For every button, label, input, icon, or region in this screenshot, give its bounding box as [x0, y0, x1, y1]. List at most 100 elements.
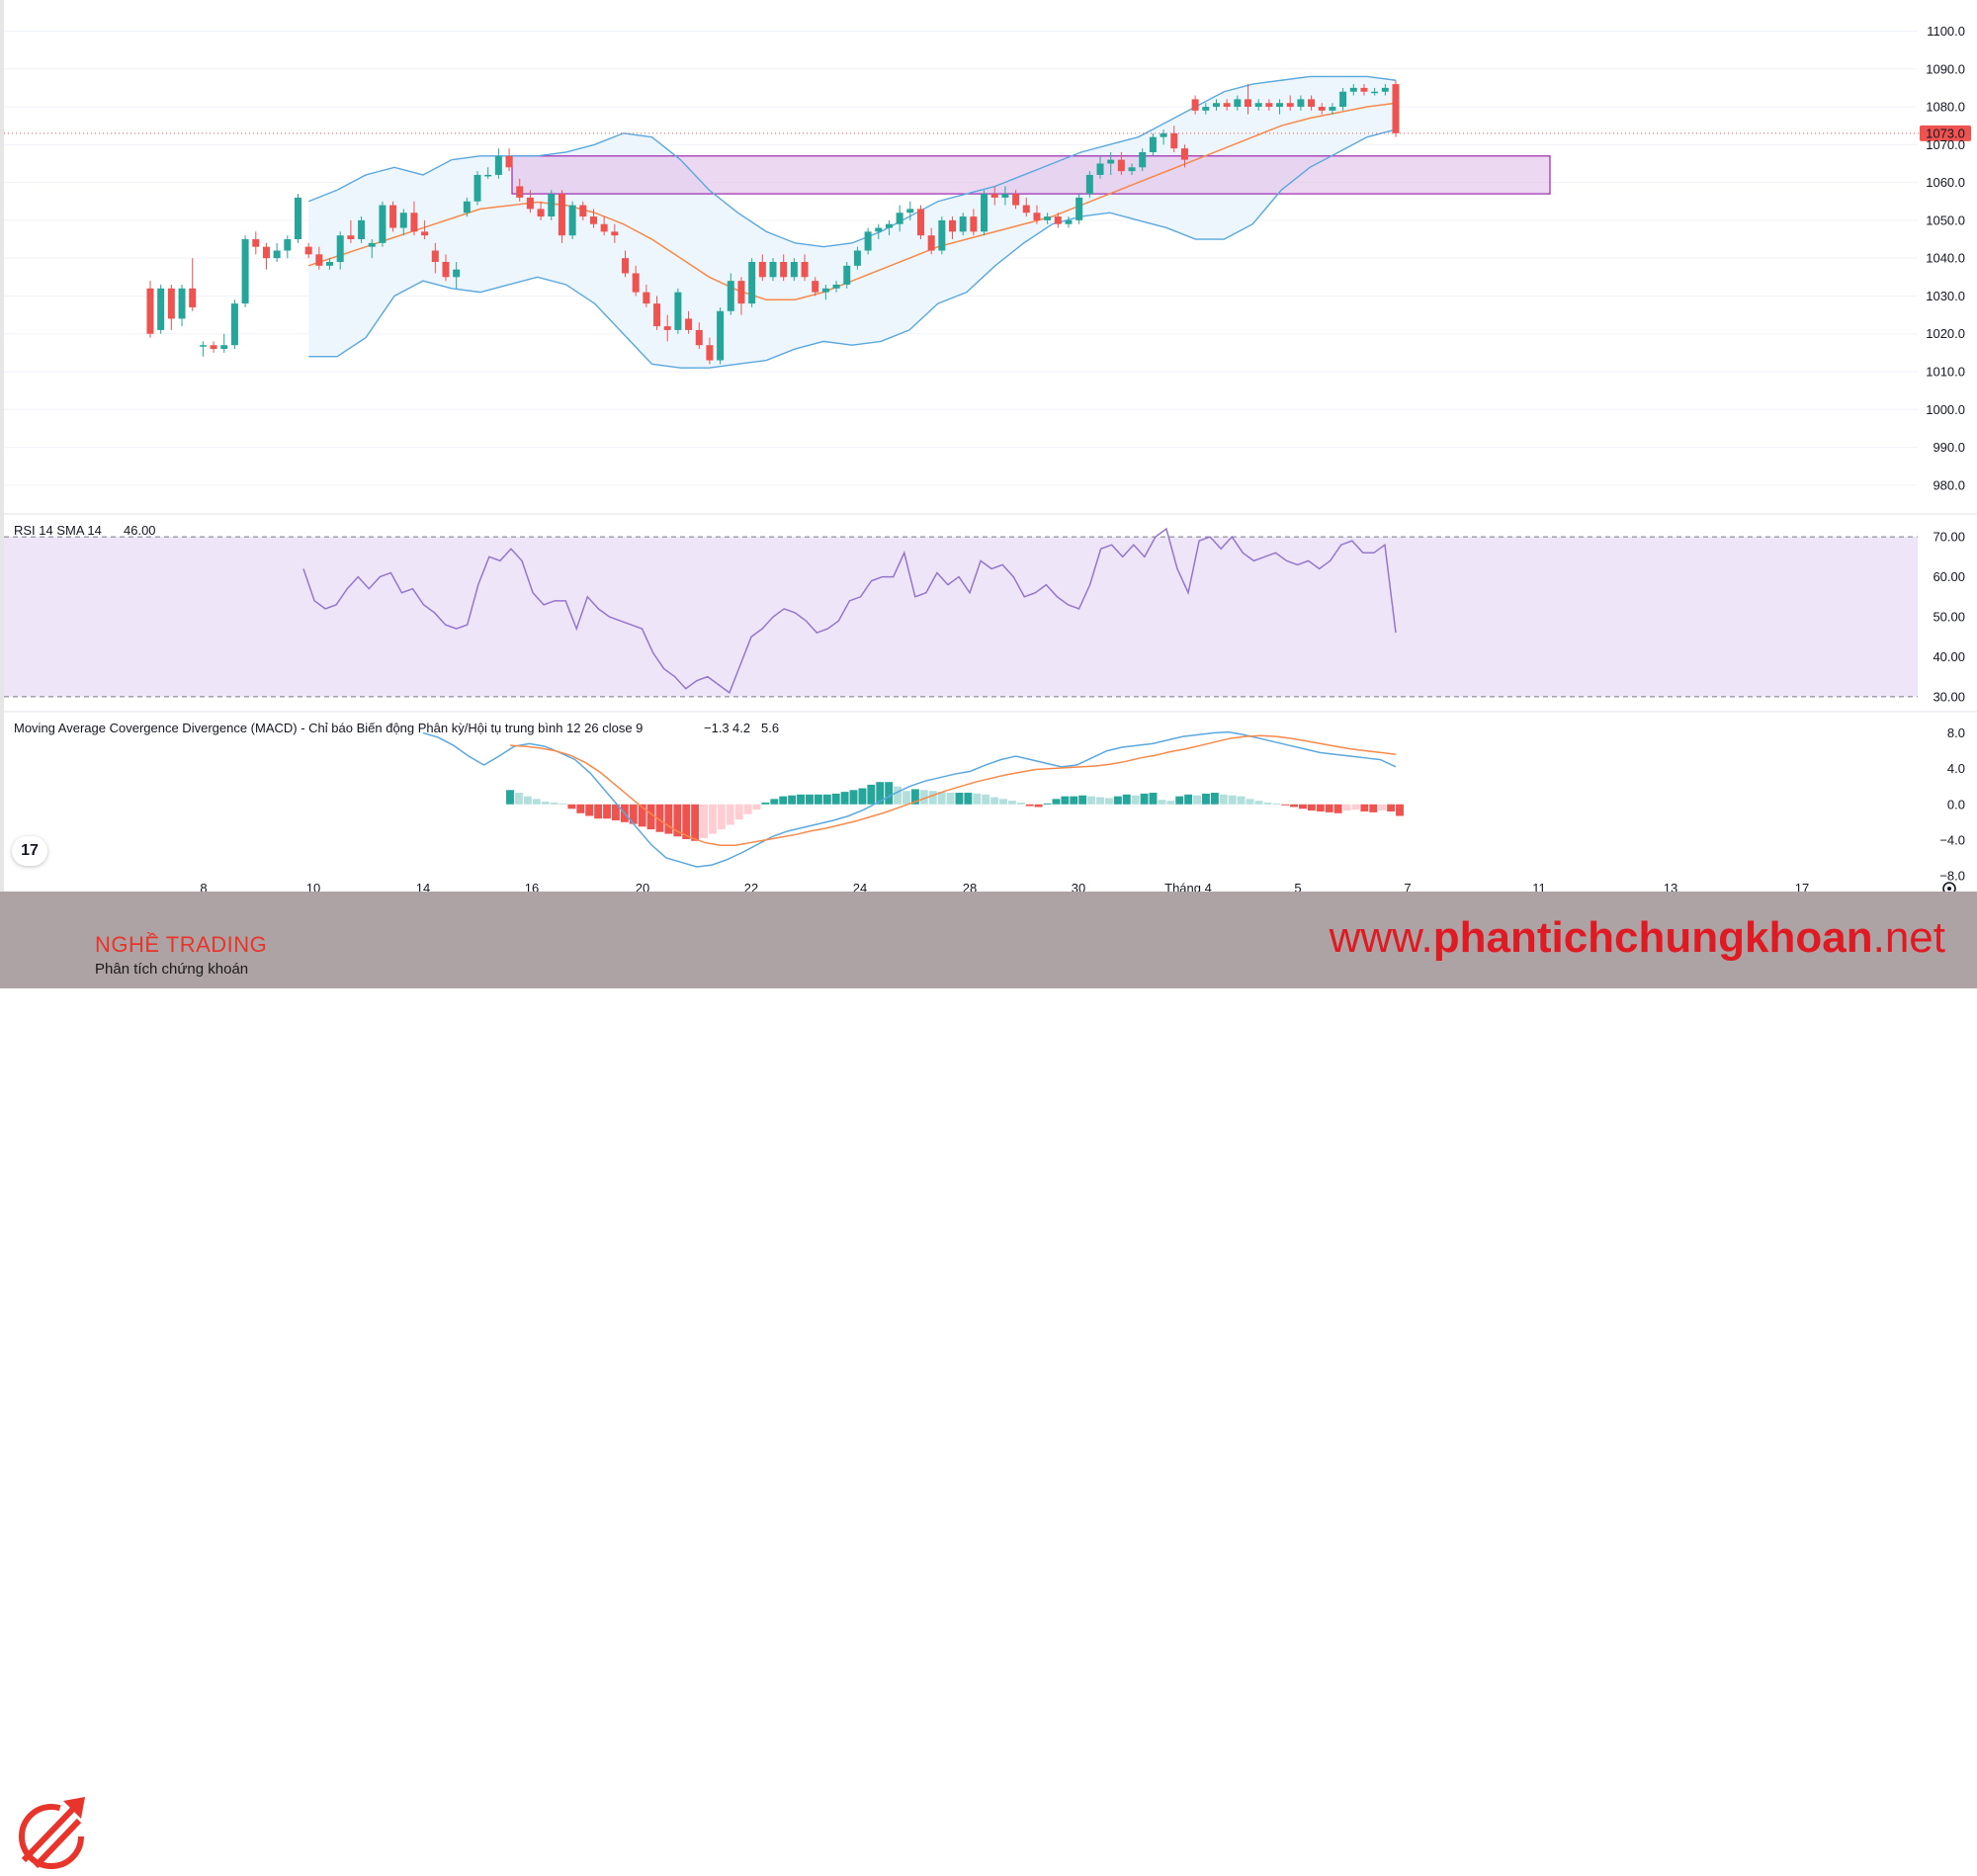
rsi-axis-label: 70.00: [1933, 530, 1965, 545]
macd-histogram-bar: [559, 803, 567, 805]
macd-histogram-bar: [673, 804, 682, 837]
candle-body: [1349, 87, 1357, 92]
candle-body: [832, 284, 840, 289]
macd-histogram-bar: [1246, 799, 1254, 805]
candle-body: [1160, 132, 1167, 137]
candle-body: [537, 209, 545, 217]
time-axis-label: 13: [1664, 881, 1677, 892]
macd-histogram-bar: [506, 790, 514, 805]
candle-body: [1054, 216, 1062, 224]
candle-body: [748, 262, 756, 304]
settings-gear-icon[interactable]: [1942, 882, 1956, 895]
macd-histogram-bar: [1140, 793, 1149, 805]
macd-legend-value: 4.2: [732, 721, 750, 735]
macd-histogram-bar: [903, 791, 910, 805]
macd-histogram-bar: [919, 790, 928, 805]
tradingview-logo-icon[interactable]: 17: [12, 836, 47, 866]
candle-body: [1381, 87, 1389, 92]
last-price-label: 1073.0: [1926, 126, 1965, 140]
macd-histogram-bar: [638, 804, 646, 827]
price-axis-label: 1070.0: [1926, 137, 1965, 152]
candle-body: [1001, 194, 1009, 198]
macd-histogram-bar: [1184, 794, 1193, 805]
macd-histogram-bar: [806, 794, 814, 805]
macd-histogram-bar: [532, 799, 541, 805]
macd-histogram-bar: [867, 784, 876, 805]
macd-histogram-bar: [1113, 796, 1122, 805]
macd-axis-label: 4.0: [1947, 761, 1965, 776]
macd-histogram-bar: [1290, 804, 1299, 808]
candle-body: [167, 288, 175, 319]
macd-histogram-bar: [1281, 804, 1290, 806]
candle-body: [916, 209, 924, 236]
macd-histogram-bar: [1096, 797, 1104, 805]
rsi-axis-label: 30.00: [1933, 689, 1965, 704]
candle-body: [663, 326, 671, 330]
macd-histogram-bar: [1087, 796, 1096, 805]
macd-histogram-bar: [743, 804, 752, 814]
candle-body: [579, 205, 587, 217]
candle-body: [769, 262, 777, 278]
candle-body: [294, 197, 301, 240]
macd-histogram-bar: [1131, 795, 1140, 805]
rsi-legend-value: 46.00: [124, 523, 156, 538]
candle-body: [453, 269, 461, 278]
rsi-legend-name: RSI 14 SMA 14: [14, 523, 102, 538]
website-link[interactable]: www.phantichchungkhoan.net: [1330, 913, 1945, 963]
candle-body: [706, 345, 714, 361]
candle-body: [1339, 91, 1347, 108]
candle-body: [896, 213, 903, 224]
candle-body: [1286, 103, 1294, 108]
rsi-axis-label: 40.00: [1933, 649, 1965, 664]
macd-histogram-bar: [646, 804, 655, 830]
macd-histogram-bar: [982, 794, 990, 805]
macd-histogram-bar: [1193, 795, 1202, 805]
candle-body: [611, 231, 619, 236]
candle-body: [1234, 99, 1242, 108]
macd-legend-value: 5.6: [761, 721, 779, 735]
macd-histogram-bar: [1043, 803, 1052, 805]
chart-stage[interactable]: 1073.0 1100.0 1090.0 1080.0 1070.0 1060.0 1050…: [0, 0, 1977, 988]
time-axis-label: 28: [963, 881, 977, 892]
candle-body: [801, 262, 809, 278]
macd-histogram-bar: [1254, 801, 1263, 805]
price-axis-label: 980.0: [1933, 477, 1965, 492]
candle-body: [210, 345, 217, 350]
macd-histogram-bar: [1387, 804, 1396, 811]
macd-histogram-bar: [797, 794, 806, 805]
chart-canvas[interactable]: 1073.01100.01090.01080.01070.01060.01050…: [0, 0, 1977, 895]
macd-histogram-bar: [1034, 804, 1043, 808]
rsi-line: [302, 527, 1397, 695]
macd-histogram-bar: [761, 802, 770, 805]
macd-histogram-bar: [1061, 796, 1070, 805]
candle-body: [843, 265, 851, 285]
bollinger-lower-line: [308, 128, 1397, 369]
brand-logo-icon: [19, 1797, 85, 1869]
macd-histogram-bar: [1378, 804, 1387, 811]
candle-body: [737, 281, 745, 304]
time-axis-label: Tháng 4: [1164, 881, 1212, 892]
macd-signal-line: [509, 734, 1397, 847]
candle-body: [273, 250, 281, 259]
candle-body: [1265, 103, 1273, 108]
macd-histogram-bar: [822, 794, 831, 805]
candle-body: [1212, 103, 1220, 108]
candle-body: [399, 213, 407, 228]
candle-body: [241, 239, 249, 304]
candle-body: [1276, 103, 1284, 108]
candle-body: [717, 310, 725, 361]
macd-histogram-bar: [752, 804, 761, 810]
macd-histogram-bar: [1307, 804, 1316, 811]
candle-body: [600, 223, 608, 232]
macd-histogram-bar: [1158, 800, 1166, 805]
macd-histogram-bar: [840, 792, 849, 805]
candle-body: [1223, 103, 1231, 108]
macd-histogram-bar: [1316, 804, 1325, 811]
last-price-tag: [1920, 125, 1971, 141]
time-axis-label: 8: [200, 881, 207, 892]
candle-body: [780, 262, 788, 278]
candle-body: [1297, 99, 1305, 108]
resistance-zone: [511, 155, 1551, 195]
macd-histogram-bar: [1342, 804, 1351, 811]
time-axis-label: 5: [1294, 881, 1301, 892]
